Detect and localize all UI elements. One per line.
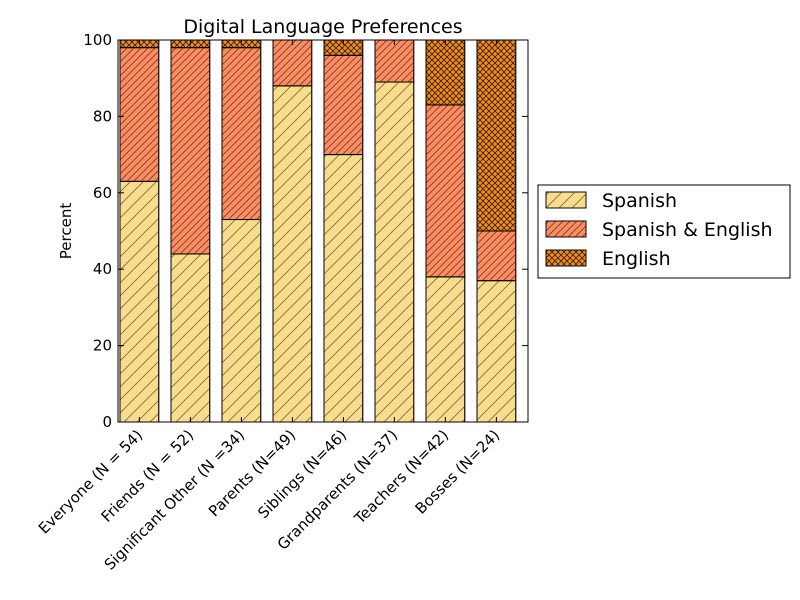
bar-hatch-spanish-friends-n-52 — [170, 253, 211, 423]
bar-hatch-english-teachers-n-42 — [425, 39, 466, 106]
bar-hatch-spanish-significant-other-n-34 — [221, 219, 262, 423]
y-tick-label: 100 — [83, 31, 112, 49]
y-tick-label: 40 — [93, 260, 112, 278]
chart-title: Digital Language Preferences — [183, 16, 462, 38]
y-tick-label: 0 — [102, 413, 112, 431]
legend-label-english: English — [602, 248, 671, 270]
x-tick-label: Friends (N = 52) — [98, 426, 198, 526]
legend-swatch-hatch-english — [545, 249, 587, 267]
x-tick-label: Parents (N=49) — [205, 426, 299, 520]
bar-hatch-spanish-siblings-n-46 — [323, 154, 364, 423]
bar-hatch-spanish-parents-n-49 — [272, 85, 313, 423]
bar-hatch-spanish-bosses-n-24 — [476, 280, 517, 423]
plot-frame — [117, 39, 529, 423]
bar-hatch-english-bosses-n-24 — [476, 39, 517, 232]
bar-hatch-spanish-grandparents-n-37 — [374, 81, 415, 423]
bar-hatch-spanish-english-friends-n-52 — [170, 47, 211, 255]
bar-hatch-spanish-english-bosses-n-24 — [476, 230, 517, 282]
x-tick-label: Teachers (N=42) — [350, 426, 452, 528]
y-axis-label: Percent — [57, 203, 75, 260]
bars-layer — [119, 39, 517, 423]
legend: Spanish Spanish & English English — [537, 184, 791, 279]
y-tick-label: 80 — [93, 107, 112, 125]
bar-hatch-spanish-english-teachers-n-42 — [425, 104, 466, 278]
legend-swatch-hatch-spanish-english — [545, 220, 587, 238]
legend-label-spanish-english: Spanish & English — [602, 219, 773, 241]
x-tick-label: Siblings (N=46) — [254, 426, 350, 522]
y-axis-ticks: 0 20 40 60 80 100 — [83, 31, 528, 431]
legend-label-spanish: Spanish — [602, 190, 677, 212]
bar-hatch-spanish-english-siblings-n-46 — [323, 54, 364, 155]
bar-hatch-spanish-english-parents-n-49 — [272, 39, 313, 87]
y-tick-label: 20 — [93, 337, 112, 355]
bar-hatch-spanish-english-everyone-n-54 — [119, 47, 160, 182]
legend-swatch-hatch-spanish — [545, 191, 587, 209]
y-tick-label: 60 — [93, 184, 112, 202]
bar-hatch-spanish-english-grandparents-n-37 — [374, 39, 415, 83]
bar-hatch-spanish-english-significant-other-n-34 — [221, 47, 262, 220]
bar-hatch-spanish-everyone-n-54 — [119, 180, 160, 423]
bar-hatch-spanish-teachers-n-42 — [425, 276, 466, 423]
